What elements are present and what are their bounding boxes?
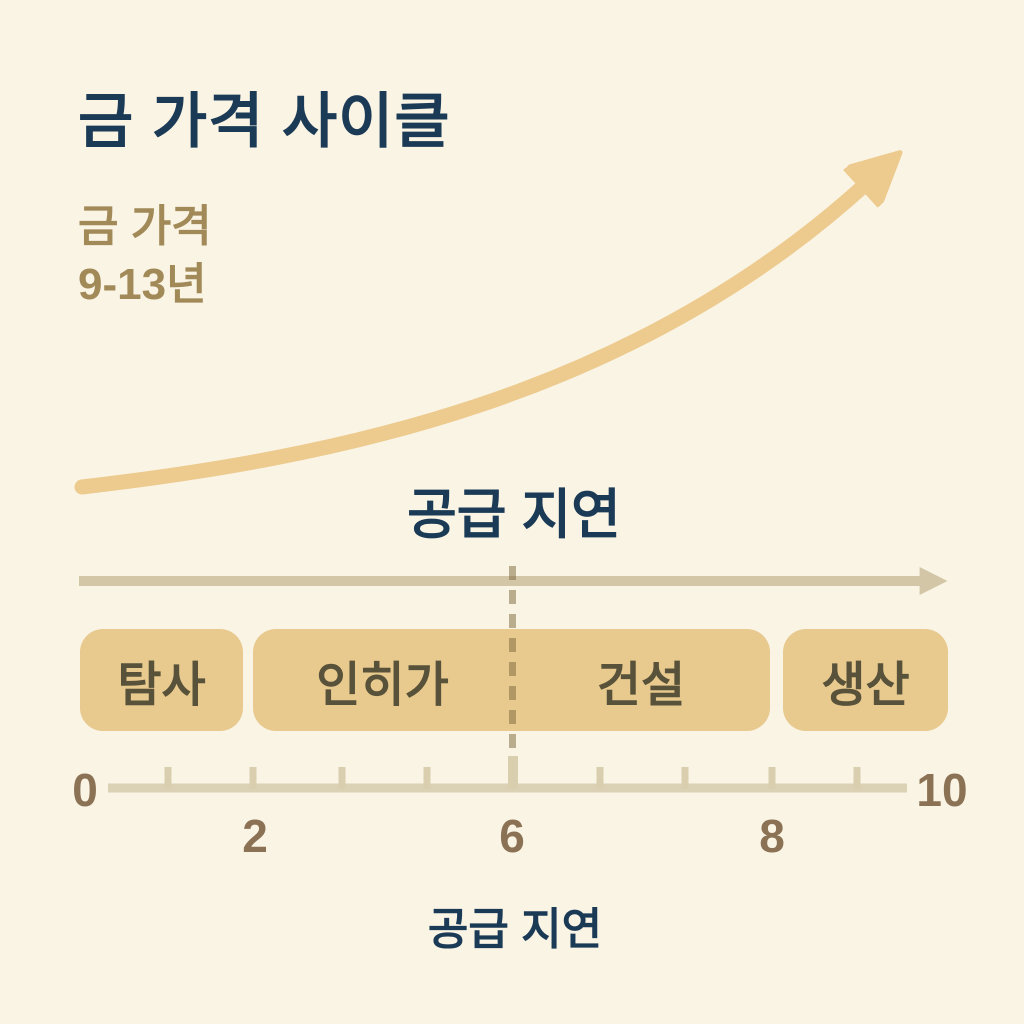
supply-delay-heading: 공급 지연 [407,485,621,545]
curve-annotation: 금 가격 9-13년 [78,198,212,314]
phase-box-production: 생산 [783,629,948,731]
curve-annotation-line2: 9-13년 [78,260,207,310]
axis-tick-label-8: 8 [759,810,785,862]
x-axis-title: 공급 지연 [427,905,603,954]
axis-tick-label-6: 6 [499,810,525,862]
axis-tick-label-2: 2 [242,810,268,862]
curve-annotation-line1: 금 가격 [78,202,212,251]
axis-tick-label-10: 10 [916,764,968,816]
phase-box-permitting-construction: 인히가 건설 [253,629,770,731]
axis-tick-label-0: 0 [72,764,98,816]
phase-label-construction: 건설 [596,659,686,712]
page-title: 금 가격 사이클 [78,88,451,155]
phase-label-exploration: 탐사 [117,659,206,712]
phase-label-production: 생산 [821,659,910,712]
phase-box-exploration: 탐사 [80,629,243,731]
phase-label-permitting: 인히가 [316,659,449,712]
